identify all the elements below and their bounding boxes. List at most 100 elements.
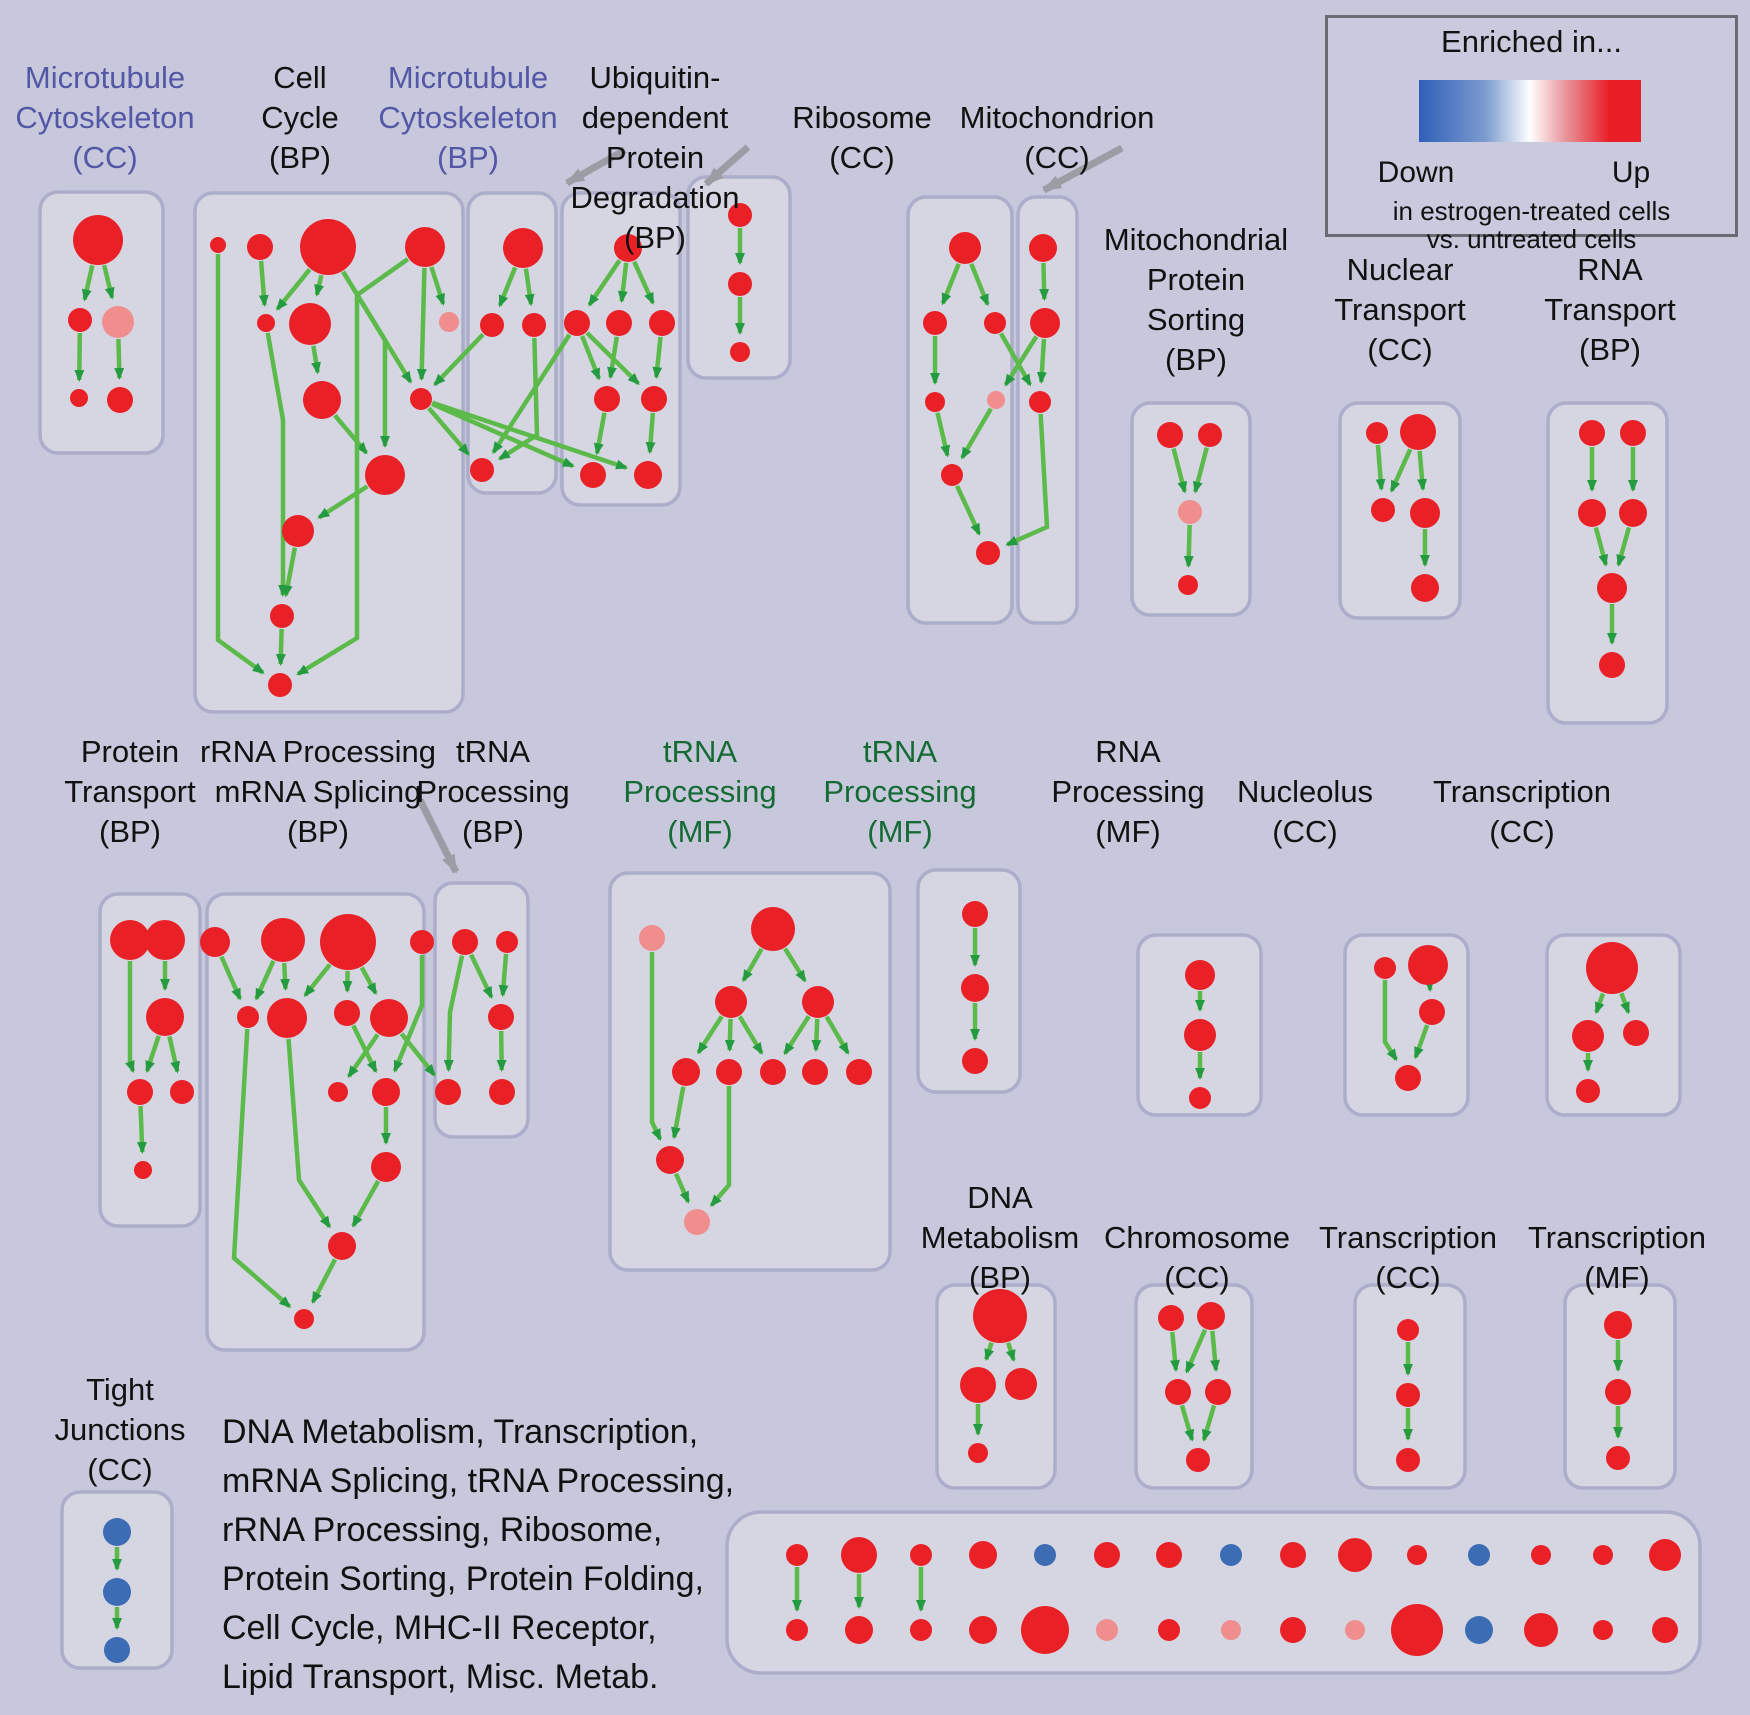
relation-edge-arrow [1382,980,1399,1062]
cluster-box-chromosome-cc [1134,1283,1254,1490]
go-term-node-cell-cycle-bp-0 [210,237,226,253]
go-term-node-transcription-cc-mid-0 [1586,942,1638,994]
legend-title: Enriched in... [1441,24,1622,59]
cluster-label-transcription-cc-bottom: Transcription (CC) [1319,1220,1497,1295]
relation-edge-arrow [940,262,961,306]
misc-groups-line: Protein Sorting, Protein Folding, [222,1560,704,1598]
relation-edge-arrow [673,1172,691,1204]
relation-edge-arrow [498,953,509,998]
go-term-node-trna-processing-bp-1 [496,931,518,953]
go-term-node-rna-processing-mf-0 [1185,960,1215,990]
legend-down-label: Down [1377,156,1455,189]
go-term-node-rrna-processing-mrna-splicing-bp-12 [294,1309,314,1329]
relation-edge-arrow [1179,1404,1195,1442]
relation-edge-arrow [1389,448,1413,493]
go-term-node-chromosome-cc-3 [1205,1379,1231,1405]
go-term-node-misc-groups-box-29 [1652,1617,1678,1643]
go-term-node-transcription-cc-bottom-0 [1397,1319,1419,1341]
go-term-node-misc-groups-box-8 [1280,1542,1306,1568]
nodes-layer [68,203,1681,1663]
go-term-node-microtubule-cytoskeleton-cc-0 [73,215,123,265]
go-term-node-mitochondrial-protein-sorting-bp-1 [1198,423,1222,447]
relation-edge-arrow [286,1038,332,1229]
legend-up-label: Up [1611,156,1651,189]
go-term-node-transcription-cc-mid-2 [1623,1020,1649,1046]
relation-edge-arrow [497,266,518,308]
go-term-node-trna-processing-bp-2 [488,1004,514,1030]
go-term-node-ribosome-cc-4 [987,391,1005,409]
go-term-node-rrna-processing-mrna-splicing-bp-5 [267,998,307,1038]
go-term-node-mitochondrial-protein-sorting-bp-2 [1178,500,1202,524]
relation-edge-arrow [960,407,993,460]
go-term-node-rna-transport-bp-3 [1619,499,1647,527]
relation-edge-arrow [498,337,540,461]
relation-edge-arrow [431,400,629,470]
relation-edge-arrow [433,332,485,387]
relation-edge-arrow [74,332,85,383]
relation-edge-arrow [1201,1404,1217,1442]
relation-edge-arrow [670,1086,686,1140]
go-term-node-nuclear-transport-cc-0 [1366,422,1388,444]
cluster-label-trna-processing-mf-1: tRNA Processing (MF) [623,734,776,849]
relation-edge-arrow [231,1028,292,1309]
go-term-node-misc-groups-box-23 [1280,1617,1306,1643]
go-term-node-nuclear-transport-cc-2 [1371,498,1395,522]
go-term-node-rna-transport-bp-2 [1578,499,1606,527]
relation-edge-arrow [496,1030,507,1073]
go-term-node-cell-cycle-bp-11 [270,604,294,628]
misc-groups-line: Lipid Transport, Misc. Metab. [222,1658,659,1696]
misc-groups-line: DNA Metabolism, Transcription, [222,1413,699,1451]
relation-edge-arrow [1616,526,1632,567]
go-term-node-trna-processing-mf-1-7 [802,1059,828,1085]
go-term-node-nucleolus-cc-1 [1408,945,1448,985]
go-term-node-chromosome-cc-0 [1158,1305,1184,1331]
relation-edge-arrow [1003,335,1039,387]
cluster-label-mitochondrion-cc: Mitochondrion (CC) [960,100,1155,175]
go-term-node-misc-groups-box-21 [1158,1619,1180,1641]
go-term-node-microtubule-cytoskeleton-bp-2 [522,313,546,337]
relation-edge-arrow [280,962,290,992]
go-term-node-ubiquitin-degradation-box-1-5 [641,386,667,412]
relation-edge-arrow [724,1018,735,1053]
relation-edge-arrow [632,260,655,305]
cluster-box-nuclear-transport-cc [1338,401,1462,620]
go-term-node-misc-groups-box-20 [1096,1619,1118,1641]
relation-edge-arrow [310,1258,338,1304]
go-term-node-rrna-processing-mrna-splicing-bp-0 [200,927,230,957]
label-callout-arrow [565,146,627,187]
relation-edge-arrow [136,1105,147,1155]
cluster-label-rrna-processing-mrna-splicing-bp: rRNA Processing mRNA Splicing (BP) [200,734,436,849]
relation-edge-arrow [254,960,276,1001]
relation-edge-arrow [311,345,322,375]
relation-edge-arrow [469,953,494,999]
go-term-node-trna-processing-mf-1-9 [656,1146,684,1174]
go-term-node-ribosome-cc-0 [949,232,981,264]
go-term-node-protein-transport-bp-4 [170,1080,194,1104]
go-term-node-transcription-mf-1 [1605,1379,1631,1405]
go-term-node-trna-processing-mf-1-1 [751,907,795,951]
go-term-node-misc-groups-box-0 [786,1544,808,1566]
go-term-node-microtubule-cytoskeleton-bp-3 [470,458,494,482]
relation-edge-arrow [144,1035,161,1074]
relation-edge-arrow [645,412,656,455]
go-term-node-trna-processing-bp-0 [452,929,478,955]
go-term-node-trna-processing-mf-1-6 [760,1059,786,1085]
go-term-node-misc-groups-box-25 [1391,1604,1443,1656]
relation-edge-arrow [81,264,95,302]
relation-edge-arrow [314,274,324,297]
go-term-node-trna-processing-mf-1-4 [672,1058,700,1086]
go-term-node-protein-transport-bp-0 [110,920,150,960]
misc-groups-line: Cell Cycle, MHC-II Receptor, [222,1609,657,1647]
go-term-node-tight-junctions-cc-0 [103,1518,131,1546]
go-term-node-misc-groups-box-5 [1094,1542,1120,1568]
relation-edge-arrow [1170,1331,1180,1373]
relation-edge-arrow [811,1018,822,1053]
go-term-node-misc-groups-box-15 [786,1619,808,1641]
cluster-box-microtubule-cytoskeleton-cc [38,190,165,455]
go-term-node-protein-transport-bp-3 [127,1079,153,1105]
relation-edge-arrow [607,336,620,380]
go-term-node-trna-processing-mf-2-2 [962,1048,988,1074]
go-term-node-mitochondrion-cc-2 [1029,391,1051,413]
go-term-node-rrna-processing-mrna-splicing-bp-11 [328,1232,356,1260]
relation-edge-arrow [1184,1328,1208,1374]
